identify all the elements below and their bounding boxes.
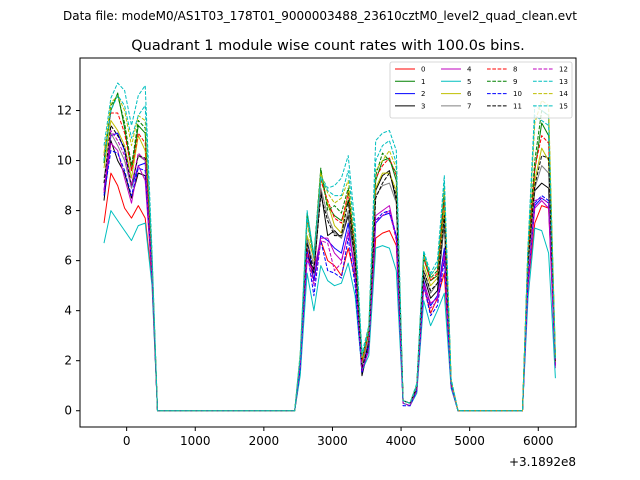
y-tick-label: 10 bbox=[57, 154, 72, 168]
y-tick-label: 0 bbox=[64, 404, 72, 418]
y-tick-label: 4 bbox=[64, 304, 72, 318]
legend-label: 3 bbox=[421, 102, 425, 110]
chart-title: Quadrant 1 module wise count rates with … bbox=[131, 38, 525, 54]
legend-frame bbox=[389, 61, 573, 119]
series-lines bbox=[103, 82, 556, 412]
x-tick-label: 5000 bbox=[454, 434, 485, 448]
suptitle: Data file: modeM0/AS1T03_178T01_90000034… bbox=[63, 9, 577, 23]
y-tick-label: 2 bbox=[64, 354, 72, 368]
series-line-15 bbox=[103, 95, 556, 412]
legend-label: 9 bbox=[513, 78, 517, 86]
legend-label: 15 bbox=[559, 102, 568, 110]
legend-label: 10 bbox=[513, 90, 522, 98]
x-tick-label: 0 bbox=[123, 434, 131, 448]
x-tick-label: 6000 bbox=[523, 434, 554, 448]
legend-label: 11 bbox=[513, 102, 522, 110]
legend-label: 5 bbox=[467, 78, 471, 86]
plot-frame bbox=[79, 57, 577, 428]
legend-label: 2 bbox=[421, 90, 425, 98]
series-line-12 bbox=[103, 130, 556, 412]
y-tick-label: 6 bbox=[64, 254, 72, 268]
legend-label: 7 bbox=[467, 102, 471, 110]
legend-label: 1 bbox=[421, 78, 425, 86]
x-axis: 0 1000 2000 3000 4000 5000 6000 bbox=[123, 427, 554, 448]
legend-label: 0 bbox=[421, 66, 425, 74]
y-tick-label: 8 bbox=[64, 204, 72, 218]
x-tick-label: 3000 bbox=[317, 434, 348, 448]
legend-label: 8 bbox=[513, 66, 517, 74]
legend-label: 13 bbox=[559, 78, 568, 86]
legend-label: 14 bbox=[559, 90, 568, 98]
x-tick-label: 4000 bbox=[386, 434, 417, 448]
y-tick-label: 12 bbox=[57, 104, 72, 118]
x-tick-label: 1000 bbox=[180, 434, 211, 448]
legend-label: 6 bbox=[467, 90, 472, 98]
legend-label: 4 bbox=[467, 66, 472, 74]
legend-label: 12 bbox=[559, 66, 568, 74]
x-offset-label: +3.1892e8 bbox=[509, 455, 576, 469]
y-axis: 0 2 4 6 8 10 12 bbox=[57, 104, 80, 418]
x-tick-label: 2000 bbox=[249, 434, 280, 448]
